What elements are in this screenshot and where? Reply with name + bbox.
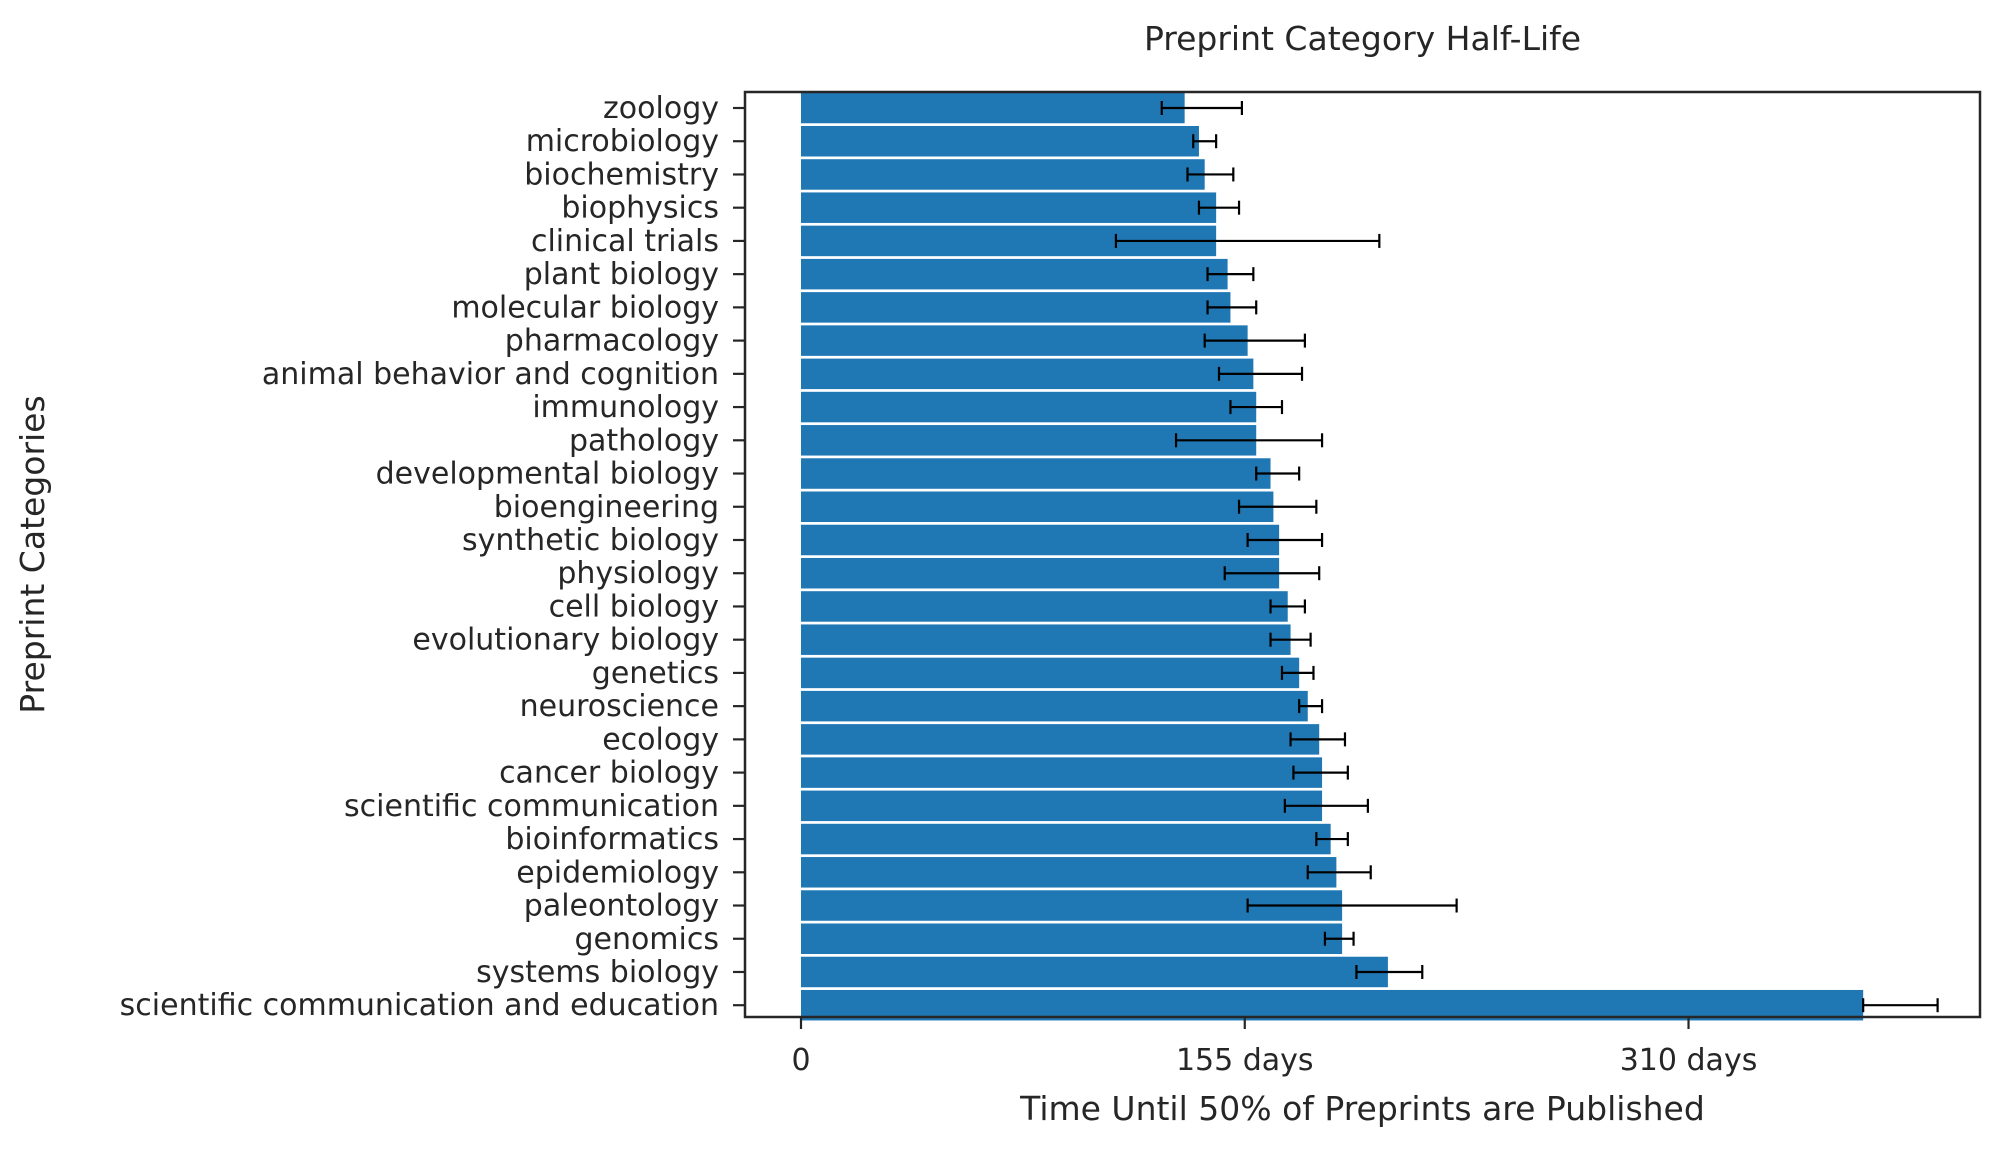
y-tick-label: epidemiology bbox=[516, 855, 719, 890]
y-tick-label: pharmacology bbox=[505, 324, 719, 359]
errorbar bbox=[1269, 632, 1312, 647]
errorbar bbox=[1246, 532, 1324, 547]
x-tick-label: 155 days bbox=[1176, 1043, 1314, 1078]
bar bbox=[801, 956, 1388, 988]
errorbar bbox=[1192, 134, 1218, 149]
errorbars-layer bbox=[1114, 101, 1939, 1013]
errorbar bbox=[1355, 964, 1424, 979]
bar bbox=[801, 258, 1228, 290]
x-tick-label: 310 days bbox=[1620, 1043, 1758, 1078]
y-tick-label: scientific communication and education bbox=[120, 988, 719, 1023]
errorbar bbox=[1298, 699, 1324, 714]
bar bbox=[801, 591, 1288, 622]
y-tick-label: bioengineering bbox=[494, 490, 719, 525]
bar bbox=[801, 391, 1257, 423]
bar bbox=[801, 857, 1337, 888]
bar bbox=[801, 292, 1231, 323]
bar bbox=[801, 657, 1300, 689]
errorbar bbox=[1203, 333, 1306, 348]
x-axis-title: Time Until 50% of Preprints are Publishe… bbox=[1019, 1089, 1705, 1128]
bar bbox=[801, 458, 1271, 489]
bar bbox=[801, 524, 1280, 556]
bar bbox=[801, 491, 1274, 523]
bar bbox=[801, 557, 1280, 589]
y-tick-label: synthetic biology bbox=[462, 523, 719, 558]
y-tick-label: cancer biology bbox=[499, 756, 719, 791]
errorbar bbox=[1246, 898, 1458, 913]
y-tick-label: evolutionary biology bbox=[412, 623, 719, 658]
bar bbox=[801, 757, 1323, 788]
y-tick-label: clinical trials bbox=[531, 224, 719, 259]
y-tick-label: neuroscience bbox=[520, 689, 719, 724]
y-tick-label: zoology bbox=[603, 91, 719, 126]
bar bbox=[801, 724, 1320, 755]
errorbar bbox=[1323, 931, 1355, 946]
bar bbox=[801, 624, 1291, 655]
errorbar bbox=[1315, 832, 1349, 847]
bar bbox=[801, 690, 1308, 722]
errorbar bbox=[1237, 499, 1318, 514]
bar bbox=[801, 358, 1254, 390]
y-tick-label: microbiology bbox=[526, 124, 719, 159]
errorbar bbox=[1306, 865, 1372, 880]
errorbar bbox=[1186, 167, 1235, 182]
bar bbox=[801, 823, 1331, 855]
y-tick-label: paleontology bbox=[524, 889, 719, 924]
y-tick-label: genomics bbox=[574, 922, 719, 957]
y-tick-label: systems biology bbox=[476, 955, 719, 990]
y-axis: zoologymicrobiologybiochemistrybiophysic… bbox=[120, 91, 745, 1023]
bars-layer bbox=[801, 92, 1864, 1021]
bar bbox=[801, 125, 1199, 157]
y-tick-label: developmental biology bbox=[376, 457, 719, 492]
bar bbox=[801, 192, 1217, 223]
y-tick-label: genetics bbox=[592, 656, 719, 691]
x-axis: 0 155 days 310 days bbox=[791, 1017, 1757, 1078]
errorbar bbox=[1160, 101, 1244, 115]
y-tick-label: immunology bbox=[532, 390, 719, 425]
x-tick-label: 0 bbox=[791, 1043, 810, 1078]
bar bbox=[801, 92, 1185, 124]
y-tick-label: biophysics bbox=[561, 191, 719, 226]
y-tick-label: scientific communication bbox=[344, 789, 719, 824]
y-tick-label: biochemistry bbox=[524, 157, 719, 192]
errorbar bbox=[1223, 566, 1321, 581]
y-tick-label: pathology bbox=[569, 423, 719, 458]
chart-title: Preprint Category Half-Life bbox=[1144, 19, 1581, 58]
bar bbox=[801, 923, 1343, 954]
plot-frame bbox=[743, 90, 1982, 1019]
bar bbox=[801, 325, 1248, 356]
y-tick-label: molecular biology bbox=[451, 290, 719, 325]
errorbar bbox=[1206, 267, 1255, 282]
y-tick-label: plant biology bbox=[524, 257, 719, 292]
y-tick-label: animal behavior and cognition bbox=[262, 357, 719, 392]
errorbar bbox=[1289, 732, 1347, 747]
errorbar bbox=[1174, 433, 1324, 448]
errorbar bbox=[1269, 599, 1306, 614]
errorbar bbox=[1292, 765, 1349, 780]
bar bbox=[801, 989, 1864, 1021]
y-tick-label: bioinformatics bbox=[505, 822, 719, 857]
errorbar bbox=[1862, 998, 1939, 1013]
errorbar bbox=[1283, 798, 1369, 813]
y-tick-label: physiology bbox=[557, 556, 719, 591]
bar bbox=[801, 159, 1205, 190]
errorbar bbox=[1217, 366, 1304, 381]
bar bbox=[801, 790, 1323, 822]
y-axis-title: Preprint Categories bbox=[13, 395, 52, 713]
errorbar bbox=[1197, 200, 1241, 215]
errorbar bbox=[1255, 466, 1301, 481]
errorbar bbox=[1206, 300, 1258, 315]
errorbar bbox=[1229, 400, 1284, 415]
y-tick-label: cell biology bbox=[549, 589, 719, 624]
errorbar bbox=[1280, 665, 1315, 680]
errorbar bbox=[1114, 233, 1381, 248]
y-tick-label: ecology bbox=[602, 722, 719, 757]
